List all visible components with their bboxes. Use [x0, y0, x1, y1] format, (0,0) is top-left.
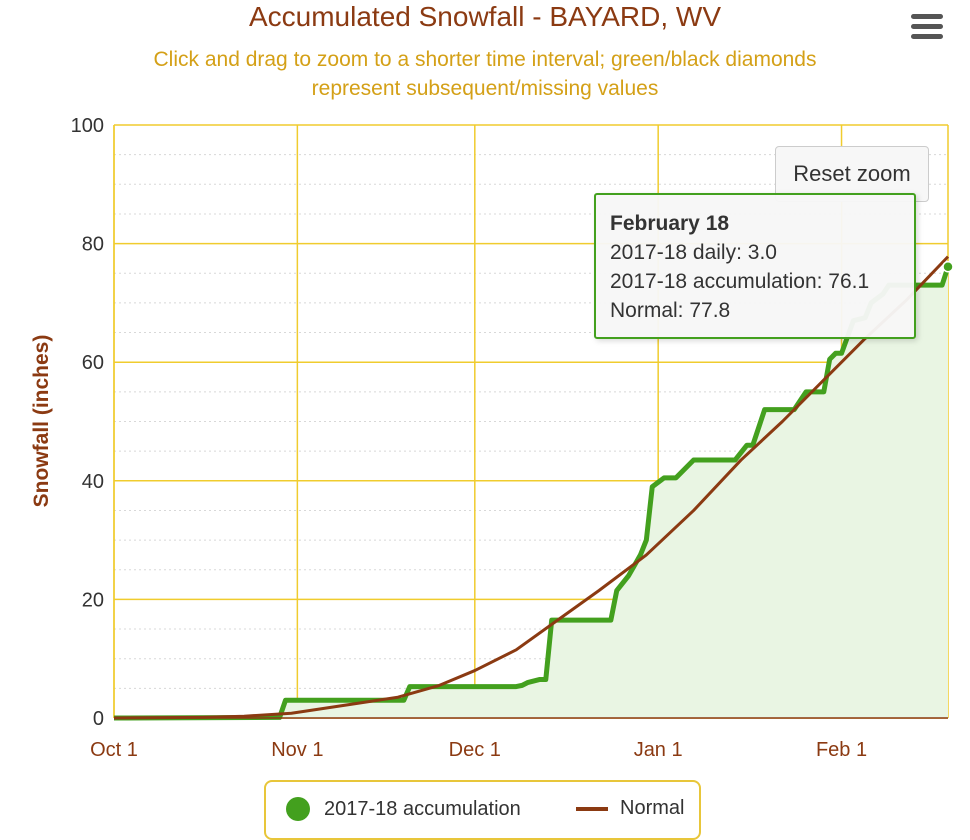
y-tick-label: 20 [82, 589, 104, 611]
legend-accumulation-label: 2017-18 accumulation [324, 797, 521, 820]
x-tick-label: Oct 1 [90, 739, 138, 761]
y-tick-label: 40 [82, 471, 104, 493]
hover-point [942, 260, 954, 273]
accumulation-area [114, 266, 948, 718]
legend-item-accumulation[interactable]: 2017-18 accumulation [286, 797, 521, 821]
hamburger-menu-icon[interactable] [903, 8, 951, 44]
y-tick-label: 0 [93, 708, 104, 730]
reset-zoom-button[interactable]: Reset zoom [775, 146, 929, 202]
x-tick-label: Feb 1 [816, 739, 867, 761]
chart-legend: 2017-18 accumulation Normal [264, 780, 701, 840]
chart-canvas[interactable]: Accumulated Snowfall - BAYARD, WV Click … [0, 0, 970, 818]
chart-subtitle-line-2: represent subsequent/missing values [312, 77, 659, 100]
x-tick-label: Dec 1 [449, 739, 501, 761]
legend-item-normal[interactable]: Normal [576, 797, 684, 820]
x-tick-label: Nov 1 [271, 739, 323, 761]
tooltip-title: February 18 [610, 212, 730, 235]
y-tick-label: 100 [71, 115, 104, 137]
y-tick-label: 80 [82, 234, 104, 256]
legend-normal-marker [576, 806, 608, 811]
x-tick-label: Jan 1 [634, 739, 683, 761]
chart-title: Accumulated Snowfall - BAYARD, WV [249, 1, 721, 32]
y-axis-title: Snowfall (inches) [30, 335, 53, 508]
tooltip-normal: Normal: 77.8 [610, 299, 731, 322]
normal-line [113, 255, 950, 720]
legend-accumulation-marker [286, 797, 310, 821]
tooltip-daily: 2017-18 daily: 3.0 [610, 241, 777, 264]
legend-normal-label: Normal [620, 797, 685, 819]
data-tooltip: February 18 2017-18 daily: 3.0 2017-18 a… [594, 193, 916, 339]
tooltip-accumulation: 2017-18 accumulation: 76.1 [610, 270, 870, 293]
y-tick-label: 60 [82, 352, 104, 374]
chart-subtitle-line-1: Click and drag to zoom to a shorter time… [154, 48, 817, 71]
axes: 0 20 40 60 80 100 Oct 1 Nov 1 Dec 1 Jan 1 Feb 1 [71, 115, 948, 761]
